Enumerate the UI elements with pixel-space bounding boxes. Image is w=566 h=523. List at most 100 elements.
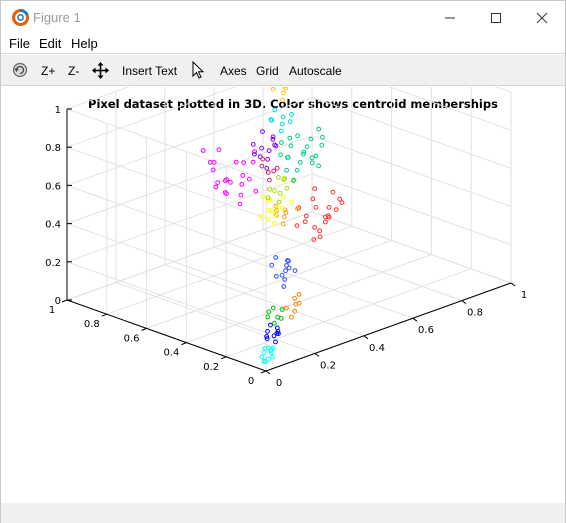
y-tick-mark — [221, 356, 227, 360]
plot-canvas[interactable]: Pixel dataset plotted in 3D. Color shows… — [1, 87, 565, 503]
data-point-cluster-9 — [284, 167, 290, 173]
autoscale-button[interactable]: Autoscale — [289, 64, 342, 78]
data-point-cluster-4 — [279, 272, 285, 278]
data-point-cluster-5 — [326, 215, 332, 220]
data-point-cluster-13 — [279, 121, 285, 127]
data-point-cluster-4 — [281, 284, 287, 289]
x-tick-label: 0.4 — [369, 343, 385, 354]
data-point-cluster-12 — [274, 165, 280, 171]
data-point-cluster-10 — [224, 191, 229, 197]
wall-grid-line — [311, 211, 512, 284]
y-tick-label: 0.8 — [84, 319, 100, 330]
data-point-cluster-1 — [271, 333, 277, 339]
data-point-cluster-7 — [272, 221, 277, 227]
data-point-cluster-12 — [259, 163, 265, 169]
cursor-arrow-icon[interactable] — [191, 61, 205, 80]
data-point-cluster-2 — [265, 314, 271, 320]
x-tick-mark — [265, 370, 271, 375]
floor-grid-line — [213, 246, 414, 319]
data-point-cluster-10 — [222, 178, 228, 184]
data-point-cluster-0 — [270, 354, 276, 360]
wall-grid-line — [66, 108, 267, 181]
data-point-cluster-3 — [292, 308, 298, 314]
menu-edit[interactable]: Edit — [39, 36, 62, 51]
data-point-cluster-11 — [257, 154, 263, 160]
data-point-cluster-12 — [267, 177, 272, 183]
data-point-cluster-4 — [286, 258, 291, 264]
data-point-cluster-7 — [258, 214, 264, 219]
x-tick-label: 0.2 — [320, 360, 336, 371]
zoom-out-button[interactable]: Z- — [68, 64, 80, 78]
minimize-button[interactable] — [427, 1, 473, 34]
close-button[interactable] — [519, 1, 565, 34]
wall-grid-line — [495, 87, 512, 93]
data-point-cluster-10 — [216, 147, 222, 153]
data-point-cluster-10 — [253, 188, 259, 194]
data-point-cluster-11 — [266, 148, 272, 154]
data-point-cluster-5 — [313, 204, 319, 210]
data-point-cluster-9 — [294, 167, 300, 173]
data-point-cluster-9 — [309, 160, 315, 166]
maximize-button[interactable] — [473, 1, 519, 34]
data-point-cluster-8 — [277, 190, 283, 196]
data-point-cluster-4 — [286, 265, 292, 271]
data-point-cluster-9 — [320, 134, 325, 140]
grid-button[interactable]: Grid — [256, 64, 279, 78]
floor-grid-line — [106, 225, 352, 315]
data-point-cluster-5 — [303, 213, 309, 219]
data-point-cluster-13 — [279, 128, 284, 134]
z-tick-label: 0.6 — [45, 181, 61, 192]
data-point-cluster-0 — [265, 356, 271, 362]
wall-grid-line — [66, 223, 267, 296]
y-tick-mark — [61, 299, 68, 303]
x-tick-label: 1 — [521, 290, 527, 301]
data-point-cluster-3 — [289, 314, 294, 320]
x-tick-label: 0 — [276, 378, 282, 389]
data-point-cluster-2 — [275, 314, 281, 320]
wall-grid-line — [66, 184, 267, 257]
data-point-cluster-9 — [316, 126, 322, 132]
data-point-cluster-1 — [274, 325, 280, 331]
data-point-cluster-7 — [265, 216, 271, 222]
data-point-cluster-9 — [301, 149, 307, 155]
insert-text-button[interactable]: Insert Text — [122, 64, 178, 78]
data-point-cluster-7 — [274, 205, 280, 211]
data-point-cluster-9 — [308, 136, 314, 142]
menu-help[interactable]: Help — [71, 36, 98, 51]
zoom-in-button[interactable]: Z+ — [41, 64, 56, 78]
rotate-icon[interactable] — [11, 61, 29, 79]
data-point-cluster-13 — [287, 119, 293, 125]
data-point-cluster-6 — [295, 206, 300, 212]
data-point-cluster-5 — [317, 228, 323, 234]
data-point-cluster-4 — [284, 263, 289, 268]
data-point-cluster-5 — [310, 196, 316, 202]
title-bar[interactable]: Figure 1 — [1, 1, 565, 34]
z-tick-label: 0 — [55, 296, 61, 307]
menu-file[interactable]: File — [9, 36, 30, 51]
x-axis-line — [265, 282, 512, 372]
data-point-cluster-6 — [274, 208, 280, 213]
data-point-cluster-14 — [282, 87, 287, 89]
data-point-cluster-8 — [267, 186, 273, 192]
data-point-cluster-9 — [279, 140, 284, 145]
data-point-cluster-5 — [312, 225, 318, 230]
y-tick-mark — [141, 327, 147, 331]
axes-button[interactable]: Axes — [220, 64, 247, 78]
data-point-cluster-12 — [260, 156, 266, 162]
scatter3d-plot: Pixel dataset plotted in 3D. Color shows… — [45, 87, 527, 389]
data-point-cluster-6 — [283, 210, 289, 215]
data-point-cluster-5 — [339, 200, 345, 206]
pan-arrows-icon[interactable] — [91, 61, 110, 80]
window-title: Figure 1 — [33, 10, 81, 25]
minimize-icon — [445, 17, 455, 18]
data-point-cluster-10 — [233, 159, 239, 165]
data-point-cluster-5 — [323, 219, 328, 225]
data-point-cluster-8 — [284, 185, 290, 191]
data-point-cluster-0 — [270, 345, 276, 351]
axes-grid — [66, 87, 512, 372]
data-point-cluster-4 — [282, 277, 288, 282]
data-point-cluster-7 — [269, 208, 274, 214]
data-point-cluster-8 — [265, 195, 271, 201]
x-tick-label: 0.6 — [418, 325, 434, 336]
